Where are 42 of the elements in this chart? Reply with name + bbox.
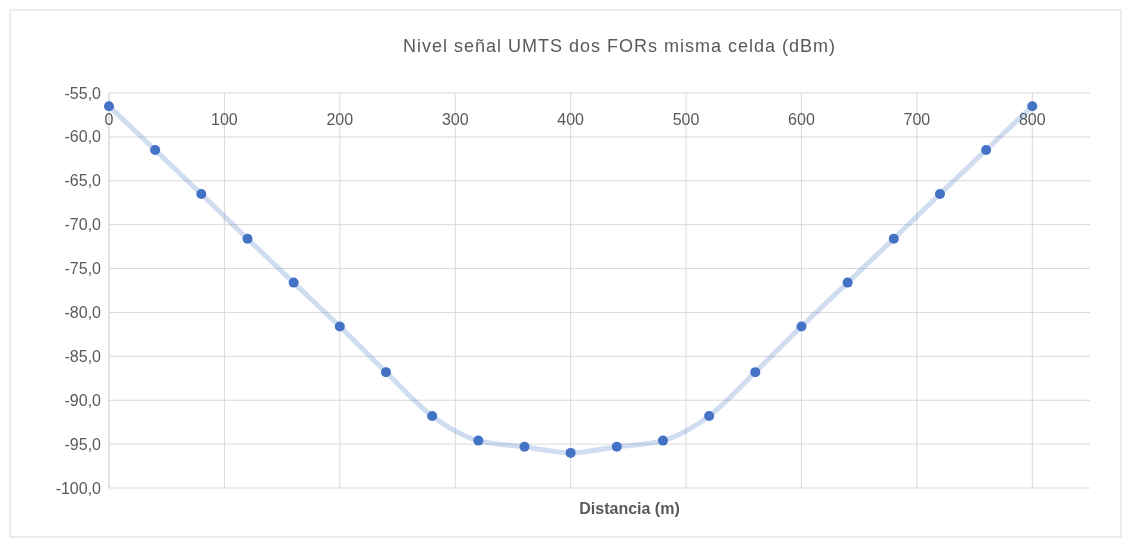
point	[473, 435, 484, 446]
x-tick-label: 0	[104, 111, 114, 128]
x-tick-label: 200	[326, 111, 354, 128]
y-tick-label: -80,0	[64, 304, 102, 322]
point	[519, 441, 530, 452]
point	[242, 233, 253, 244]
point	[611, 441, 622, 452]
point	[334, 321, 345, 332]
x-tick-label: 700	[903, 111, 931, 128]
point	[427, 411, 438, 422]
y-tick-label: -65,0	[64, 172, 102, 190]
point	[934, 188, 945, 199]
point	[104, 101, 114, 112]
y-tick-label: -70,0	[64, 216, 102, 234]
point	[888, 233, 899, 244]
y-tick-label: -75,0	[64, 260, 102, 278]
y-tick-label: -90,0	[64, 391, 102, 409]
x-tick-label: 600	[788, 111, 815, 128]
x-tick-label: 400	[557, 111, 585, 128]
point	[750, 367, 761, 378]
y-tick-label: -85,0	[64, 347, 102, 365]
point	[196, 188, 207, 199]
y-tick-label: -95,0	[64, 435, 102, 453]
point	[981, 145, 992, 156]
x-axis-title: Distancia (m)	[579, 500, 680, 517]
point	[842, 277, 853, 288]
x-tick-label: 500	[672, 111, 700, 128]
x-tick-label: 300	[441, 111, 469, 128]
point	[565, 447, 576, 458]
point	[657, 435, 668, 446]
chart-title: Nivel señal UMTS dos FORs misma celda (dBm)	[402, 36, 837, 56]
y-tick-label: -55,0	[64, 84, 102, 102]
point	[704, 411, 715, 422]
point	[1027, 101, 1038, 112]
point	[796, 321, 807, 332]
point	[380, 367, 391, 378]
x-tick-label: 800	[1018, 111, 1046, 128]
x-tick-label: 100	[211, 111, 238, 128]
point	[150, 145, 161, 156]
y-tick-label: -60,0	[64, 128, 102, 146]
point	[288, 277, 299, 288]
y-tick-label: -100,0	[55, 479, 102, 497]
